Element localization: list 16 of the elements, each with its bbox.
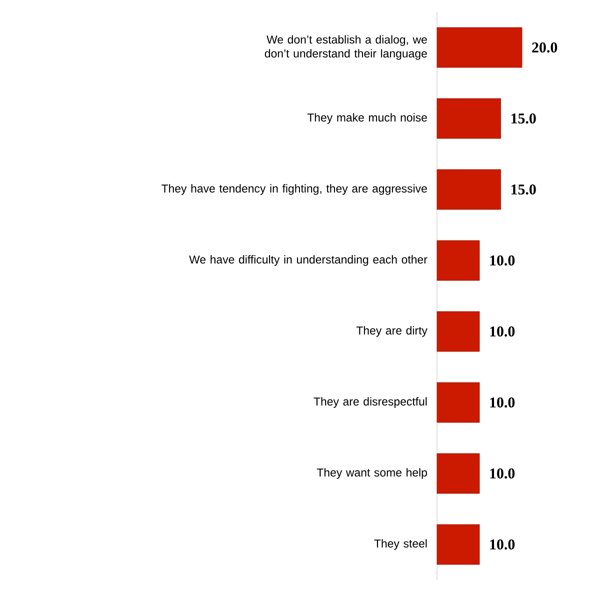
data-label: 10.0: [490, 539, 515, 550]
data-label: 10.0: [490, 326, 515, 337]
data-label: 10.0: [490, 468, 515, 479]
data-label: 15.0: [511, 184, 536, 195]
y-tick-label: We don’t establish a dialog, we don’t understand their language: [264, 35, 427, 60]
y-tick-label: They are disrespectful: [314, 397, 427, 408]
data-label: 15.0: [511, 113, 536, 124]
y-tick-label: They have tendency in fighting, they are aggressive: [162, 184, 427, 195]
data-label: 20.0: [532, 42, 558, 53]
y-tick-label: They want some help: [316, 468, 427, 479]
data-label: 10.0: [490, 255, 515, 266]
y-tick-label: We have difficulty in understanding each other: [189, 255, 428, 266]
y-tick-label: They make much noise: [307, 113, 427, 124]
y-tick-label: They are dirty: [356, 326, 428, 337]
data-label: 10.0: [490, 397, 515, 408]
y-tick-label: They steel: [374, 539, 427, 550]
